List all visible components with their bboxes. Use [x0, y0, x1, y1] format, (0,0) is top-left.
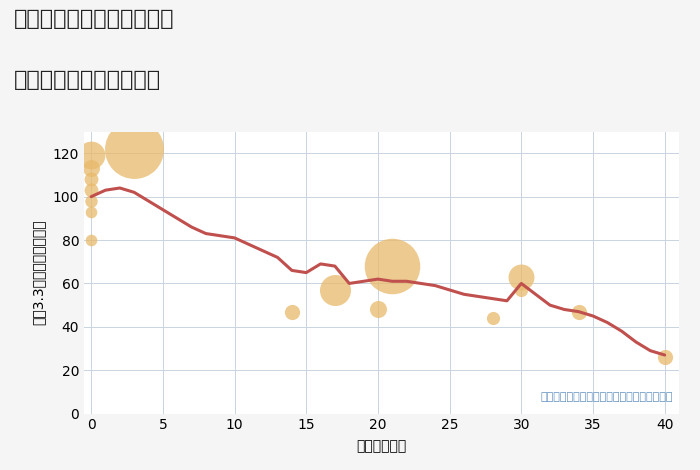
Point: [659, 353, 671, 361]
Point: [329, 286, 340, 294]
X-axis label: 築年数（年）: 築年数（年）: [356, 439, 407, 454]
Y-axis label: 坪（3.3㎡）単価（万円）: 坪（3.3㎡）単価（万円）: [32, 220, 46, 325]
Point: [516, 273, 527, 281]
Point: [85, 236, 97, 244]
Point: [85, 164, 97, 172]
Text: 築年数別中古戸建て価格: 築年数別中古戸建て価格: [14, 70, 161, 91]
Point: [129, 145, 140, 153]
Point: [372, 306, 384, 313]
Point: [85, 176, 97, 183]
Point: [516, 286, 527, 294]
Point: [85, 197, 97, 205]
Point: [573, 308, 584, 315]
Point: [85, 152, 97, 159]
Point: [386, 262, 398, 270]
Text: 円の大きさは、取引のあった物件面積を示す: 円の大きさは、取引のあった物件面積を示す: [540, 392, 673, 402]
Point: [85, 208, 97, 216]
Text: 大阪府東大阪市玉串元町の: 大阪府東大阪市玉串元町の: [14, 9, 174, 30]
Point: [487, 314, 498, 322]
Point: [85, 187, 97, 194]
Point: [286, 308, 297, 315]
